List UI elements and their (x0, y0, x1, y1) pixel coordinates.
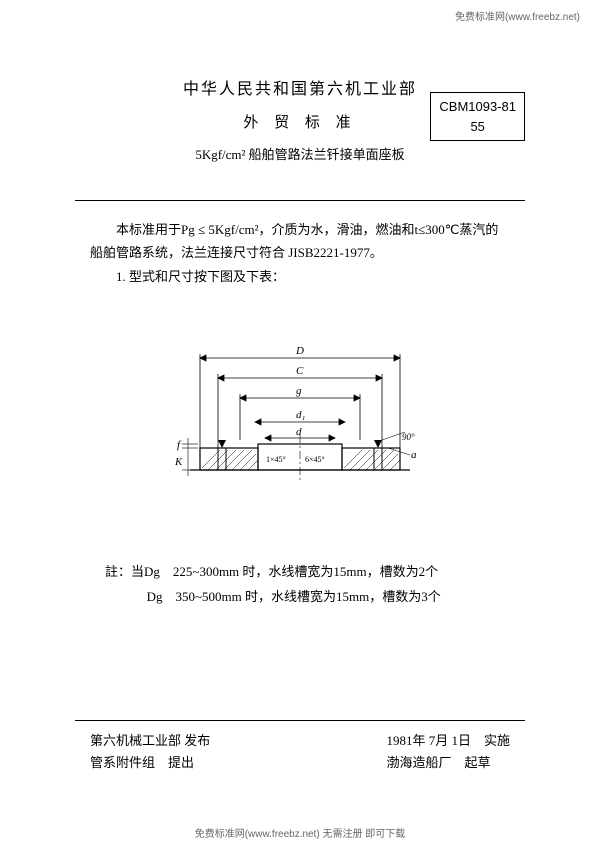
header-divider (75, 200, 525, 201)
document-footer: 第六机械工业部 发布 管系附件组 提出 1981年 7月 1日 实施 渤海造船厂… (90, 730, 510, 774)
body-text: 本标准用于Pg ≤ 5Kgf/cm²，介质为水，滑油，燃油和t≤300℃蒸汽的船… (90, 218, 510, 288)
standard-number: CBM1093-81 (439, 97, 516, 117)
standard-code-box: CBM1093-81 55 (430, 92, 525, 141)
label-f: f (177, 439, 182, 451)
label-a: a (411, 449, 417, 461)
paragraph-1: 本标准用于Pg ≤ 5Kgf/cm²，介质为水，滑油，燃油和t≤300℃蒸汽的船… (90, 218, 510, 265)
label-angle: 90° (402, 432, 415, 442)
note-line-2: Dg 350~500mm 时，水线槽宽为15mm，槽数为3个 (105, 585, 510, 610)
publisher: 第六机械工业部 发布 (90, 730, 210, 752)
footer-right: 1981年 7月 1日 实施 渤海造船厂 起草 (386, 730, 510, 774)
footer-left: 第六机械工业部 发布 管系附件组 提出 (90, 730, 210, 774)
label-chamfer1: 1×45° (266, 455, 286, 464)
paragraph-2: 1. 型式和尺寸按下图及下表： (90, 265, 510, 288)
label-C: C (296, 365, 304, 377)
label-chamfer2: 6×45° (305, 455, 325, 464)
flange-diagram-svg: D C g d₁ d f K 90° a 1×45° 6×45° (170, 340, 430, 510)
effective-date: 1981年 7月 1日 实施 (386, 730, 510, 752)
notes-section: 註：当Dg 225~300mm 时，水线槽宽为15mm，槽数为2个 Dg 350… (105, 560, 510, 609)
drafter: 渤海造船厂 起草 (386, 752, 510, 774)
watermark-bottom: 免费标准网(www.freebz.net) 无需注册 即可下载 (195, 825, 406, 840)
technical-diagram: D C g d₁ d f K 90° a 1×45° 6×45° (170, 340, 430, 515)
note-line-1: 註：当Dg 225~300mm 时，水线槽宽为15mm，槽数为2个 (105, 560, 510, 585)
footer-divider (75, 720, 525, 721)
page-number: 55 (439, 117, 516, 137)
watermark-top: 免费标准网(www.freebz.net) (455, 8, 580, 23)
proposer: 管系附件组 提出 (90, 752, 210, 774)
label-d1: d₁ (296, 409, 306, 421)
label-D: D (295, 345, 304, 357)
label-g: g (296, 385, 302, 397)
label-d: d (296, 426, 302, 438)
header-title: 5Kgf/cm² 船舶管路法兰钎接单面座板 (0, 144, 600, 163)
label-K: K (174, 456, 183, 468)
